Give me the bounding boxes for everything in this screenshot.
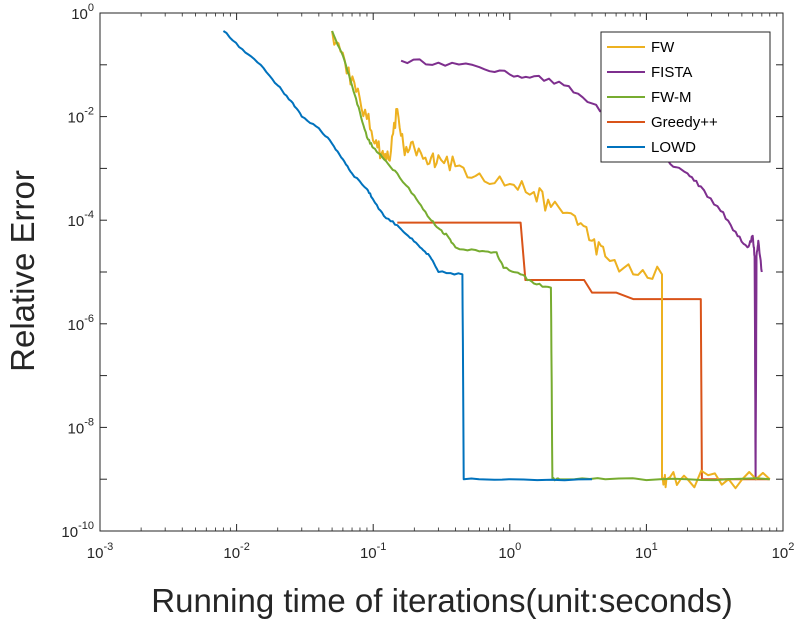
legend-label: FW-M [651,89,692,106]
legend: FW FISTA FW-M Greedy++ LOWD [600,31,771,163]
x-tick-label: 10-3 [87,541,113,562]
x-tick-label: 102 [772,541,795,562]
legend-label: FISTA [651,64,692,81]
x-tick-label: 100 [498,541,521,562]
series-line-lowd [222,30,593,482]
x-tick-label: 101 [635,541,658,562]
y-tick-labels: 10-10 10-8 10-6 10-4 10-2 100 [61,2,94,541]
tick-marks [99,12,784,532]
series-line-greedy- [397,221,770,481]
x-tick-label: 10-2 [223,541,249,562]
x-tick-labels: 10-3 10-2 10-1 100 101 102 [87,541,795,562]
y-tick-label: 10-4 [68,209,94,230]
y-axis-title: Relative Error [4,170,41,372]
legend-label: LOWD [651,139,696,156]
y-tick-label: 10-8 [68,416,94,437]
series-line-fw-m [331,30,770,482]
y-tick-label: 10-6 [68,313,94,334]
series-layer [222,30,771,490]
y-tick-label: 100 [71,2,94,23]
y-tick-label: 10-10 [61,520,94,541]
series-line-fw [331,30,771,490]
y-tick-label: 10-2 [68,106,94,127]
x-tick-label: 10-1 [360,541,386,562]
legend-label: Greedy++ [651,114,718,131]
series-line-fista [400,58,763,481]
legend-label: FW [651,39,675,56]
x-axis-title: Running time of iterations(unit:seconds) [151,582,732,619]
